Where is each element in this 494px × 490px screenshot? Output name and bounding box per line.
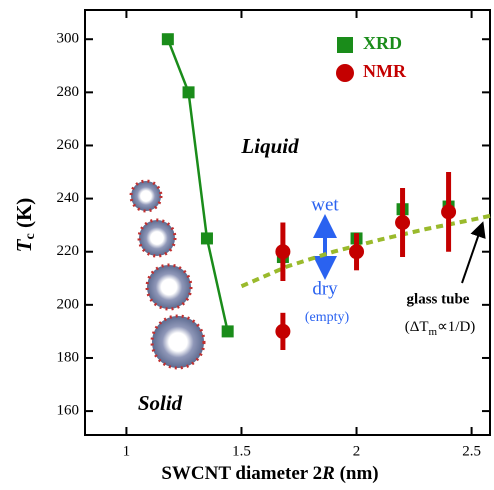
- annotation: (empty): [305, 310, 350, 325]
- x-axis-label: SWCNT diameter 2R (nm): [161, 463, 378, 484]
- point: [275, 244, 290, 259]
- legend-label: XRD: [363, 33, 402, 53]
- x-tick-label: 2: [353, 443, 361, 459]
- point: [395, 215, 410, 230]
- x-label-part: R: [321, 463, 335, 484]
- legend-marker: [337, 37, 353, 53]
- x-tick-label: 1.5: [232, 443, 251, 459]
- y-tick-label: 200: [57, 296, 80, 312]
- legend-marker: [336, 64, 354, 82]
- y-tick-label: 180: [57, 349, 80, 365]
- y-tick-label: 260: [57, 137, 80, 153]
- nanotube-illustrations: [131, 181, 204, 368]
- annotation: wet: [311, 194, 339, 215]
- annotation: glass tube: [407, 291, 470, 307]
- point: [162, 33, 174, 45]
- x-tick-label: 2.5: [462, 443, 481, 459]
- annotation: Solid: [138, 391, 183, 415]
- y-tick-label: 240: [57, 190, 80, 206]
- legend-label: NMR: [363, 61, 407, 81]
- point: [441, 204, 456, 219]
- annotation: dry: [312, 278, 338, 299]
- annotation-arrow: [462, 225, 482, 283]
- x-tick-label: 1: [123, 443, 131, 459]
- point: [349, 244, 364, 259]
- annotation: (ΔTm∝1/D): [405, 319, 476, 337]
- y-tick-label: 220: [57, 243, 80, 259]
- y-tick-label: 160: [57, 403, 80, 419]
- point: [183, 86, 195, 98]
- x-label-part: SWCNT diameter 2: [161, 463, 322, 484]
- series-line: [168, 39, 449, 331]
- y-axis-label: Tc (K): [12, 198, 38, 253]
- y-label-part: (K): [12, 198, 36, 234]
- chart: SWCNT diameter 2R (nm) Tc (K) Liquid Sol…: [0, 0, 494, 490]
- x-label-part: (nm): [335, 463, 379, 484]
- point: [275, 324, 290, 339]
- point: [201, 232, 213, 244]
- annotation-part: ∝1/D): [437, 319, 475, 335]
- annotation-part: (ΔT: [405, 319, 429, 335]
- y-tick-label: 280: [57, 84, 80, 100]
- annotation: Liquid: [240, 134, 299, 158]
- y-tick-label: 300: [57, 31, 80, 47]
- point: [222, 325, 234, 337]
